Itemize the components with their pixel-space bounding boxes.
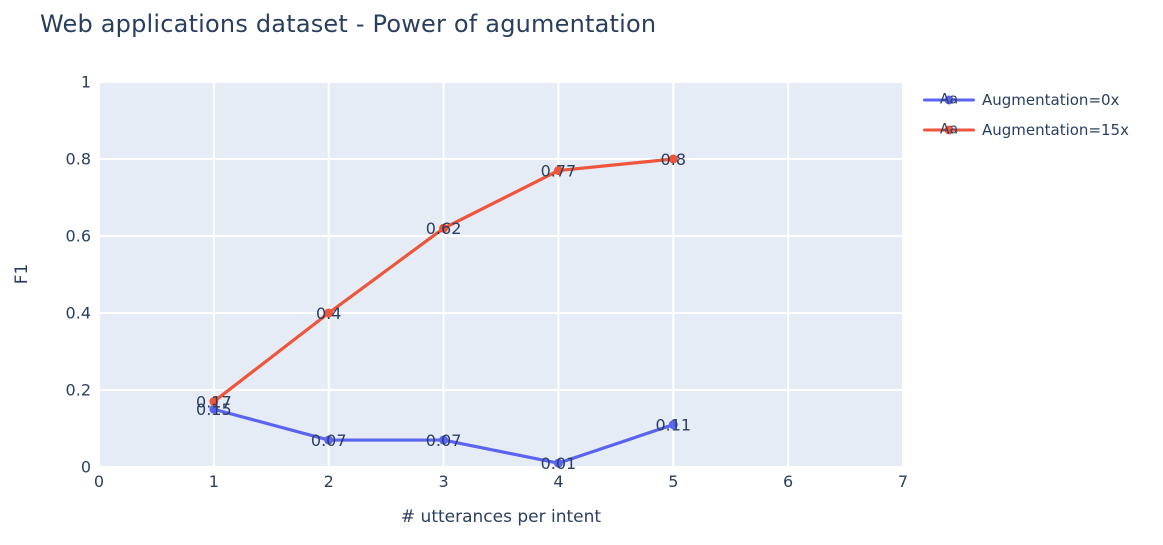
- data-point-marker: [439, 435, 449, 445]
- chart-title: Web applications dataset - Power of agum…: [40, 10, 657, 38]
- x-axis-title: # utterances per intent: [400, 507, 602, 527]
- data-point-marker: [209, 397, 219, 407]
- legend-marker-icon: [944, 95, 954, 105]
- data-point-label: 0.01: [541, 454, 577, 473]
- data-point-label: 0.07: [426, 431, 462, 450]
- data-point-label: 0.77: [541, 161, 577, 180]
- x-tick-label: 7: [897, 472, 909, 491]
- data-point-marker: [209, 404, 219, 414]
- legend-line-sample: Aa: [923, 85, 975, 115]
- y-tick-label: 0.4: [65, 303, 91, 323]
- data-point-label: 0.11: [655, 415, 691, 434]
- y-tick-label: 0.8: [65, 149, 91, 169]
- x-tick-label: 6: [783, 472, 794, 491]
- legend-item-label: Augmentation=0x: [982, 91, 1120, 109]
- x-tick-label: 4: [553, 472, 564, 491]
- x-tick-label: 2: [323, 472, 334, 491]
- plot-canvas: 0.15 0.07 0.07 0.01 0.11 0.17 0.4 0.62 0.77 0.8: [98, 81, 904, 473]
- data-point-marker: [324, 435, 334, 445]
- data-point-marker: [553, 166, 563, 176]
- data-point-label: 0.15: [196, 400, 232, 419]
- data-point-marker: [668, 154, 678, 164]
- data-point-label: 0.17: [196, 392, 232, 411]
- legend-marker-icon: [944, 125, 954, 135]
- data-point-label: 0.62: [426, 219, 462, 238]
- legend-item[interactable]: Aa Augmentation=0x: [923, 85, 1129, 115]
- data-point-label: 0.4: [316, 304, 341, 323]
- x-tick-label: 1: [208, 472, 219, 491]
- y-tick-label: 1: [80, 72, 91, 92]
- legend-item-label: Augmentation=15x: [982, 121, 1129, 139]
- legend-sample-text: Aa: [939, 121, 959, 138]
- plot-area[interactable]: 0.15 0.07 0.07 0.01 0.11 0.17 0.4 0.62 0.77 0.8: [98, 81, 904, 473]
- x-tick-label: 3: [438, 472, 449, 491]
- legend-line-sample: Aa: [923, 115, 975, 145]
- data-point-marker: [668, 420, 678, 430]
- data-point-marker: [553, 458, 563, 468]
- data-point-label: 0.8: [661, 150, 686, 169]
- data-point-marker: [324, 308, 334, 318]
- y-tick-label: 0.6: [65, 226, 91, 246]
- y-tick-label: 0.2: [65, 380, 91, 400]
- x-tick-label: 5: [668, 472, 679, 491]
- y-axis-title: F1: [12, 263, 32, 285]
- data-point-label: 0.07: [311, 431, 347, 450]
- x-tick-label: 0: [93, 472, 105, 491]
- legend-sample-text: Aa: [939, 91, 959, 108]
- data-point-marker: [439, 223, 449, 233]
- y-tick-label: 0: [80, 457, 91, 477]
- legend-item[interactable]: Aa Augmentation=15x: [923, 115, 1129, 145]
- legend: Aa Augmentation=0x Aa Augmentation=15x: [923, 85, 1129, 145]
